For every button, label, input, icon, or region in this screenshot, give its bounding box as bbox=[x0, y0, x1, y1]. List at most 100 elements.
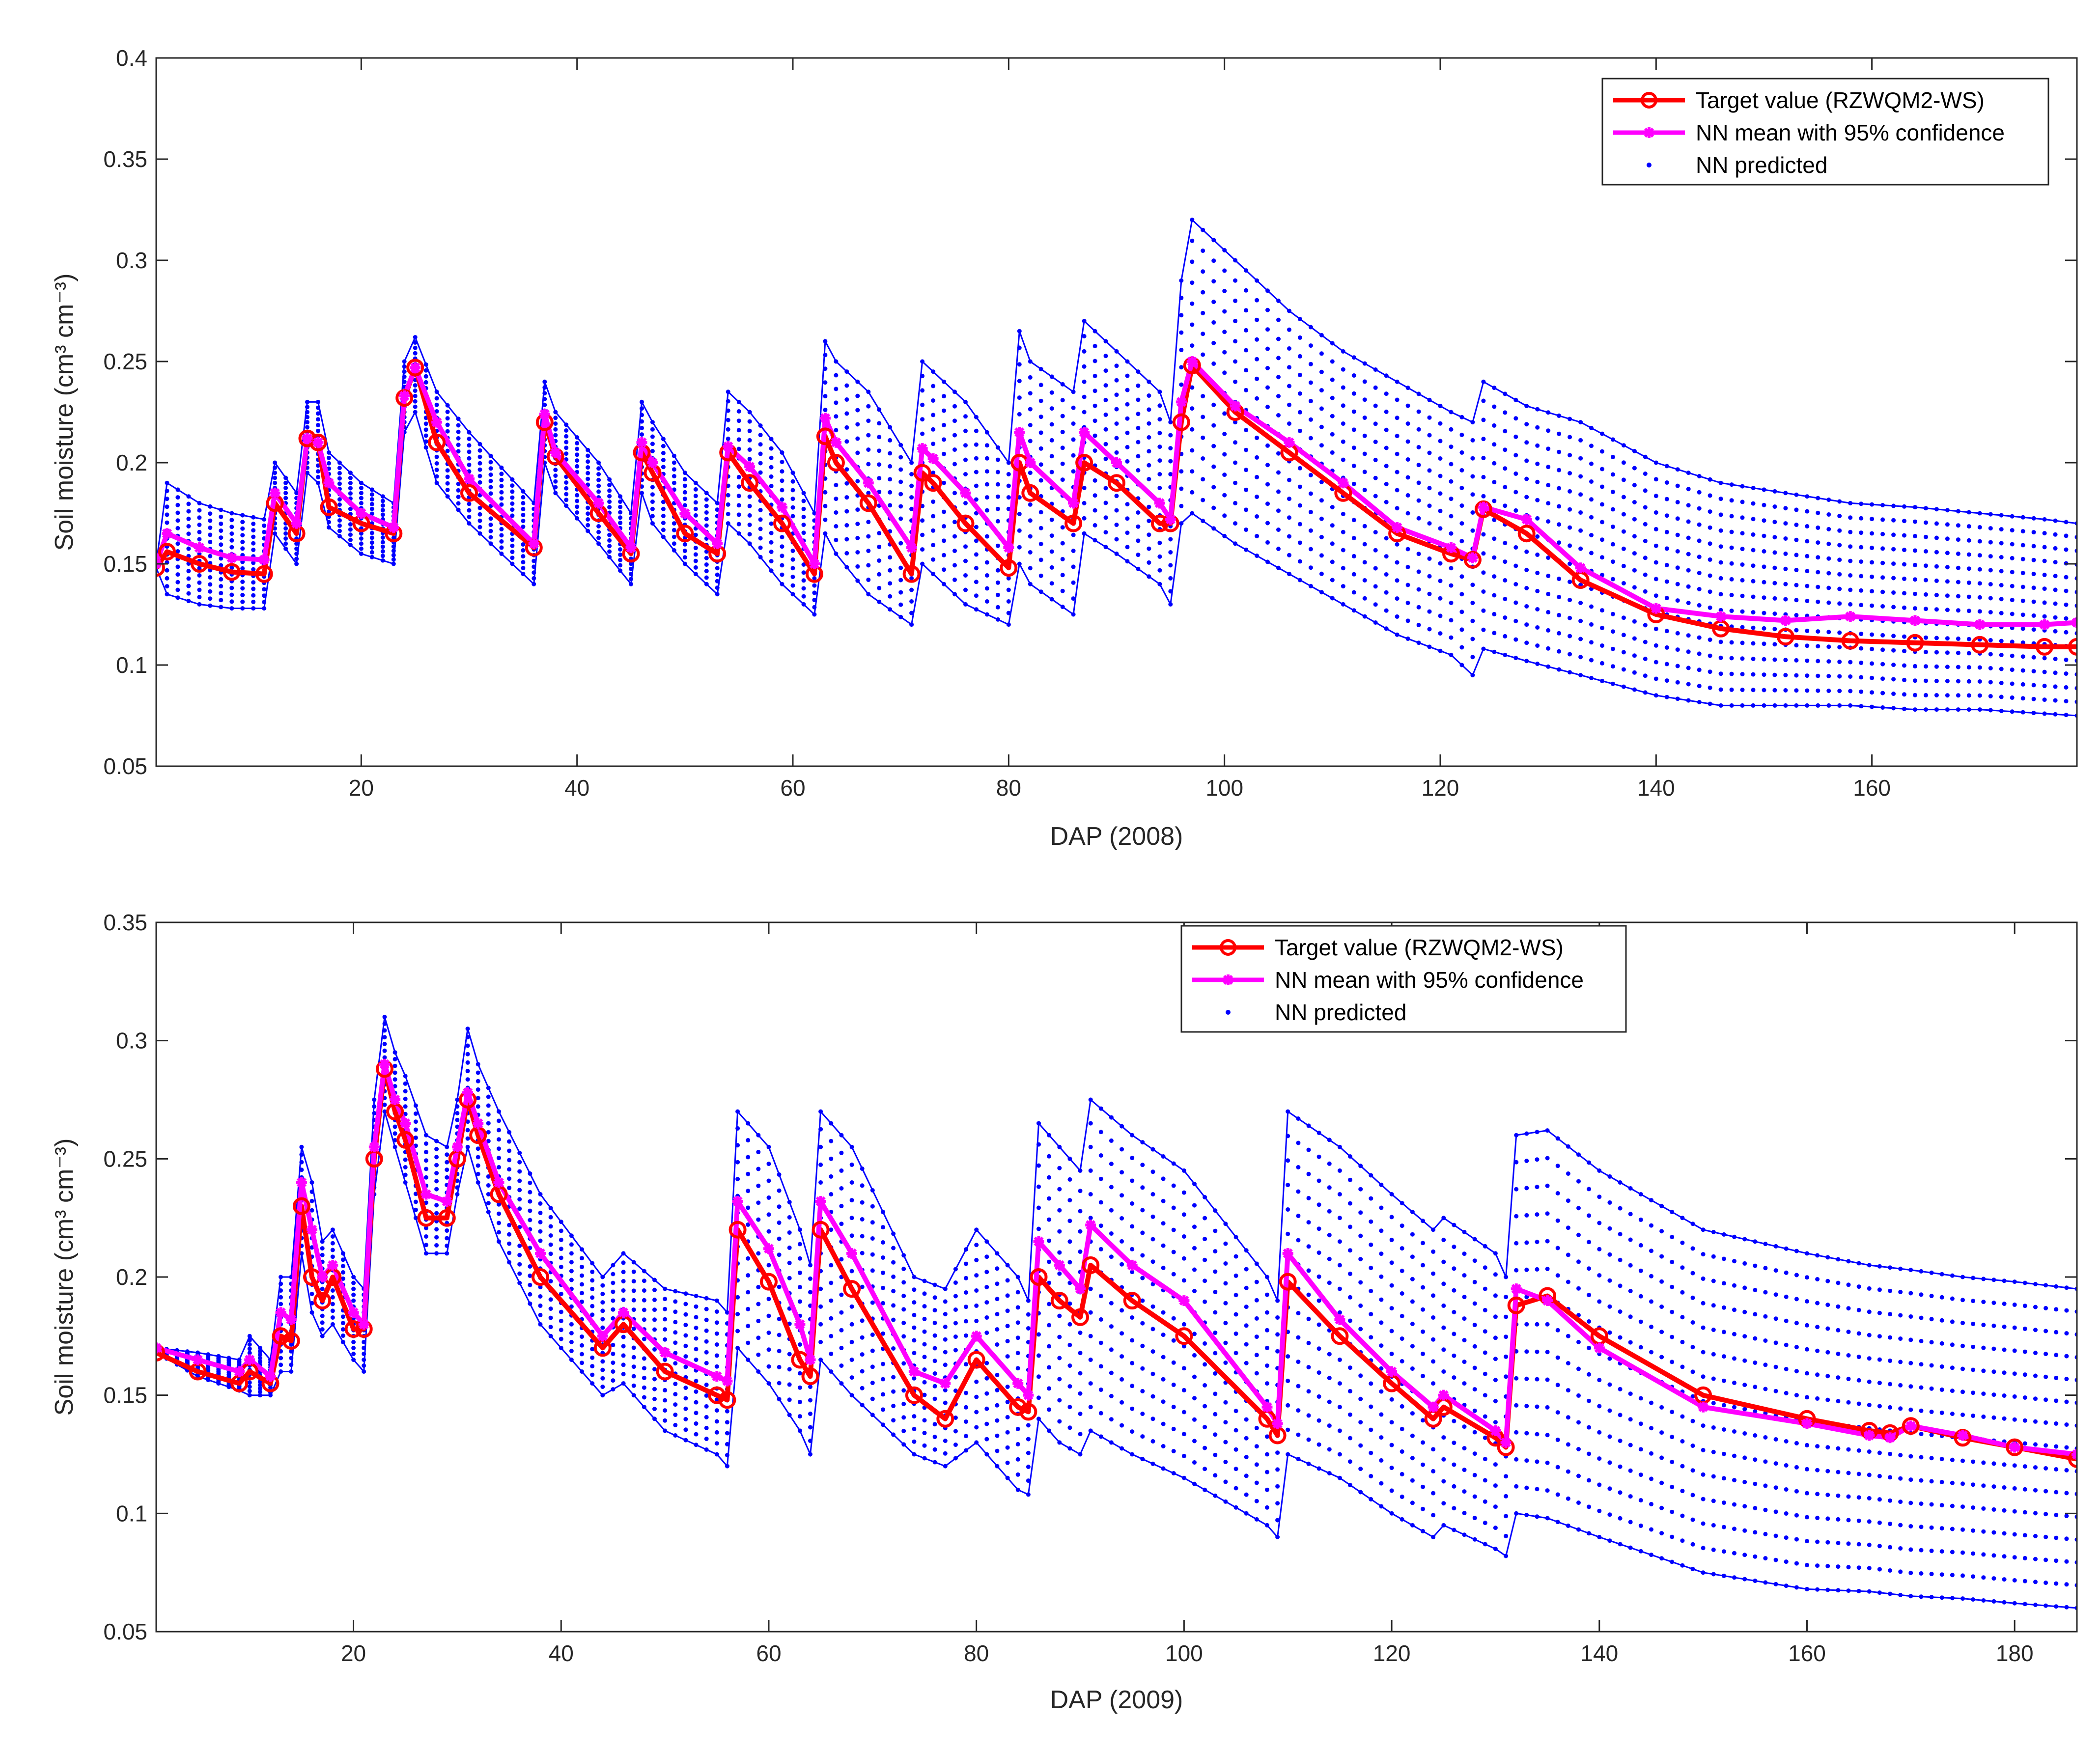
chart1-nn-predicted-point bbox=[1287, 327, 1291, 332]
chart2-nn-predicted-point bbox=[1545, 1433, 1550, 1438]
chart1-nn-predicted-point bbox=[1956, 665, 1960, 669]
chart1-nn-predicted-point bbox=[661, 513, 666, 518]
chart1-nn-predicted-point bbox=[1956, 551, 1960, 556]
chart2-nn-predicted-point bbox=[1192, 1332, 1197, 1336]
chart1-nn-predicted-point bbox=[1686, 519, 1691, 524]
chart2-nn-predicted-point bbox=[1524, 1267, 1529, 1272]
chart1-mean-point bbox=[388, 522, 399, 533]
chart1-nn-predicted-point bbox=[359, 500, 364, 505]
chart2-nn-predicted-point bbox=[1015, 1426, 1020, 1431]
chart1-nn-predicted-point bbox=[1233, 440, 1238, 445]
chart2-nn-predicted-point bbox=[1192, 1267, 1197, 1272]
chart1-nn-predicted-point bbox=[175, 564, 180, 569]
chart2-nn-predicted-point bbox=[1400, 1223, 1404, 1228]
chart1-nn-predicted-point bbox=[672, 521, 676, 526]
chart2-nn-predicted-point bbox=[1545, 1239, 1550, 1244]
chart2-nn-predicted-point bbox=[766, 1297, 771, 1302]
chart2-nn-predicted-point bbox=[777, 1236, 782, 1241]
chart1-nn-predicted-point bbox=[391, 535, 396, 540]
chart1-nn-predicted-point bbox=[1891, 605, 1896, 610]
chart2-nn-predicted-point bbox=[1607, 1434, 1612, 1439]
chart1-nn-predicted-point bbox=[963, 500, 968, 505]
chart1-mean-point bbox=[1780, 615, 1791, 626]
chart2-nn-predicted-point bbox=[392, 1070, 397, 1075]
chart1-target-point bbox=[1517, 525, 1536, 543]
chart1-nn-predicted-point bbox=[240, 526, 245, 531]
chart2-nn-predicted-point bbox=[964, 1419, 968, 1424]
chart1-nn-predicted-point bbox=[1416, 427, 1421, 432]
chart2-nn-predicted-point bbox=[1348, 1412, 1352, 1417]
chart1-nn-predicted-point bbox=[1762, 626, 1766, 631]
chart1-nn-predicted-point bbox=[1718, 687, 1723, 692]
chart2-nn-predicted-point bbox=[673, 1361, 678, 1366]
chart1-nn-predicted-point bbox=[1643, 639, 1648, 644]
chart1-nn-predicted-point bbox=[1966, 693, 1971, 698]
chart1-nn-predicted-point bbox=[1297, 522, 1302, 527]
chart1-nn-predicted-point bbox=[607, 544, 612, 549]
chart1-nn-predicted-point bbox=[1859, 588, 1864, 593]
chart2-nn-predicted-point bbox=[1161, 1221, 1166, 1226]
chart1-nn-predicted-point bbox=[337, 528, 342, 533]
chart1-nn-predicted-point bbox=[1038, 557, 1043, 562]
chart2-nn-predicted-point bbox=[631, 1307, 636, 1312]
chart1-nn-predicted-point bbox=[844, 467, 849, 472]
chart2-nn-predicted-point bbox=[849, 1358, 854, 1362]
chart1-nn-predicted-point bbox=[1233, 379, 1238, 384]
chart1-nn-predicted-point bbox=[1373, 494, 1378, 499]
chart1-nn-predicted-point bbox=[1772, 672, 1777, 677]
chart1-nn-predicted-point bbox=[1956, 693, 1960, 698]
chart2-nn-predicted-point bbox=[642, 1356, 646, 1361]
chart1-nn-predicted-point bbox=[1373, 602, 1378, 607]
chart2-nn-predicted-point bbox=[1358, 1257, 1363, 1262]
chart1-target-point bbox=[158, 543, 176, 561]
chart1-nn-predicted-point bbox=[2053, 560, 2058, 565]
chart1-nn-predicted-point bbox=[1459, 503, 1464, 508]
chart1-nn-predicted-point bbox=[1049, 581, 1054, 586]
chart1-nn-predicted-point bbox=[1708, 493, 1712, 498]
chart1-nn-predicted-point bbox=[445, 416, 450, 421]
chart1-nn-predicted-point bbox=[1729, 561, 1734, 566]
chart2-nn-predicted-point bbox=[1120, 1239, 1124, 1244]
chart2-nn-predicted-point bbox=[279, 1302, 283, 1306]
chart2-nn-predicted-point bbox=[1265, 1487, 1269, 1492]
chart2-nn-predicted-point bbox=[621, 1372, 626, 1377]
chart2-nn-predicted-point bbox=[1316, 1178, 1321, 1183]
chart2-nn-predicted-point bbox=[1275, 1501, 1280, 1506]
chart2-nn-predicted-point bbox=[1369, 1450, 1373, 1455]
chart1-nn-predicted-point bbox=[445, 410, 450, 414]
chart2-nn-predicted-point bbox=[1181, 1256, 1186, 1261]
chart1-nn-predicted-point bbox=[1276, 508, 1281, 513]
chart2-nn-predicted-point bbox=[1566, 1171, 1570, 1176]
chart1-nn-predicted-point bbox=[1006, 599, 1011, 604]
chart1-nn-predicted-point bbox=[1211, 402, 1216, 407]
chart2-nn-predicted-point bbox=[1098, 1200, 1103, 1205]
chart1-y-tick-label: 0.4 bbox=[116, 45, 147, 71]
chart1-mean-point bbox=[1651, 603, 1662, 614]
chart2-nn-predicted-point bbox=[797, 1285, 802, 1290]
chart2-nn-predicted-point bbox=[320, 1246, 325, 1251]
chart1-nn-predicted-point bbox=[1427, 609, 1432, 614]
chart2-nn-predicted-point bbox=[1181, 1410, 1186, 1415]
chart1-nn-predicted-point bbox=[445, 468, 450, 473]
chart1-nn-predicted-point bbox=[1891, 532, 1896, 537]
chart1-nn-predicted-point bbox=[2010, 583, 2015, 588]
chart1-nn-predicted-point bbox=[197, 523, 202, 527]
chart1-nn-predicted-point bbox=[1589, 479, 1594, 484]
chart2-nn-predicted-point bbox=[870, 1252, 875, 1257]
chart2-nn-predicted-point bbox=[714, 1309, 719, 1314]
chart1-nn-predicted-point bbox=[1449, 601, 1454, 605]
chart1-nn-predicted-point bbox=[208, 589, 213, 594]
chart1-nn-predicted-point bbox=[1427, 556, 1432, 561]
chart1-nn-predicted-point bbox=[758, 545, 763, 550]
chart1-nn-predicted-point bbox=[1276, 528, 1281, 532]
chart2-nn-predicted-point bbox=[642, 1307, 646, 1312]
chart1-nn-predicted-point bbox=[974, 497, 979, 502]
chart2-nn-predicted-point bbox=[1005, 1354, 1010, 1359]
chart1-nn-predicted-point bbox=[1805, 539, 1810, 544]
chart1-nn-predicted-point bbox=[1621, 563, 1626, 568]
chart2-nn-predicted-point bbox=[694, 1326, 699, 1330]
chart1-nn-predicted-point bbox=[1470, 528, 1475, 533]
chart1-nn-predicted-point bbox=[1265, 540, 1270, 545]
chart2-group: 20 40 60 80 100 120 140 160 1800.050.10.150.20.2… bbox=[50, 910, 2078, 1714]
chart2-nn-predicted-point bbox=[424, 1167, 428, 1171]
